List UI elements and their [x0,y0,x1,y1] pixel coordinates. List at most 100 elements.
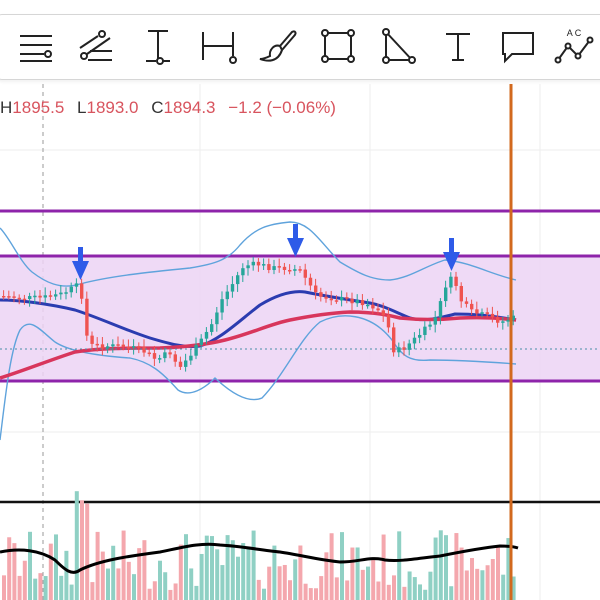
volume-bar [397,531,402,600]
brush-tool[interactable] [256,24,300,68]
high-label: H [0,98,13,117]
candle-body [267,264,271,271]
candle-body [210,324,214,332]
trend-lines-tool[interactable] [74,24,118,68]
brush-icon [259,30,297,62]
candle-body [433,317,437,325]
candle-body [501,321,505,323]
candle-body [511,315,515,321]
volume-bar [80,500,84,600]
candle-body [428,324,432,327]
candle-body [95,343,99,346]
volume-bar [262,588,266,600]
candle-body [256,261,261,266]
candle-body [464,301,469,304]
volume-bar [412,577,417,600]
candle-body [449,276,453,288]
volume-bar [277,566,282,600]
candle-body [106,346,110,349]
candle-body [137,346,141,348]
volume-bar [470,558,474,600]
candle-body [303,269,307,278]
bollinger-bands [0,221,517,441]
candle-body [33,295,37,298]
volume-bar [444,535,448,600]
candle-body [334,300,339,302]
volume-bar [64,550,69,600]
candle-body [423,326,427,335]
down-arrow-icon [72,247,89,280]
candle-body [22,298,27,301]
volume-bar [293,559,298,600]
volume-bar [366,566,370,600]
volume-bar [246,546,251,600]
pattern-tool[interactable]: A C [552,24,596,68]
volume-bar [126,561,131,600]
volume-bar [236,556,240,600]
bollinger-upper [0,221,517,287]
volume-bar [2,575,6,600]
candle-body [350,298,354,304]
volume-bar [220,565,225,600]
volume-bar [303,583,308,600]
vertical-measure-tool[interactable] [136,24,180,68]
candle-body [225,291,229,300]
candle-body [293,269,297,271]
horizontal-lines-icon [20,35,52,62]
callout-tool[interactable] [496,24,540,68]
volume-bar [230,540,235,600]
volume-bar [355,547,360,600]
candle-body [184,360,188,367]
volume-bar [272,545,277,600]
volume-bar [288,580,292,600]
volume-bar [59,575,64,600]
candle-body [48,295,53,297]
callout-icon [502,32,534,64]
volume-bar [17,575,22,600]
triangle-tool[interactable] [376,24,420,68]
candle-body [386,315,391,328]
horizontal-measure-tool[interactable] [196,24,240,68]
volume-bar [69,584,74,600]
candle-body [376,308,380,311]
volume-bar [121,530,126,600]
volume-bar [95,531,100,600]
candle-body [215,312,219,325]
candle-body [402,347,406,350]
candle-body [298,269,302,271]
change-value: −1.2 (−0.06%) [228,98,336,117]
high-value: 1895.5 [12,98,65,117]
volume-bar [340,532,344,600]
candle-body [17,297,21,300]
candle-body [43,295,47,298]
candle-body [173,354,177,362]
candle-body [74,283,79,287]
volume-bar [152,581,157,600]
candle-body [319,292,323,297]
volume-bar [168,589,173,600]
rectangle-tool[interactable] [316,24,360,68]
volume-bar [147,588,152,600]
volume-bar [225,535,230,600]
volume-bar [464,570,469,600]
candle-body [220,299,224,313]
candle-body [38,295,42,298]
volume-bar [454,533,459,600]
ohlc-legend: H1895.5 L1893.0 C1894.3 −1.2 (−0.06%) [0,98,336,120]
candle-body [412,337,417,344]
volume-bar [173,583,178,600]
horizontal-measure-icon [202,32,237,64]
candle-body [111,344,115,347]
volume-bar [74,491,79,600]
candle-body [54,294,58,297]
volume-bar [38,573,43,600]
text-tool[interactable] [436,24,480,68]
volume-bar [511,576,516,600]
candle-body [246,265,250,269]
volume-bar [428,571,433,600]
volume-bar [298,545,303,600]
horizontal-lines-tool[interactable] [14,24,58,68]
candle-body [485,312,489,314]
volume-bar [381,534,386,600]
